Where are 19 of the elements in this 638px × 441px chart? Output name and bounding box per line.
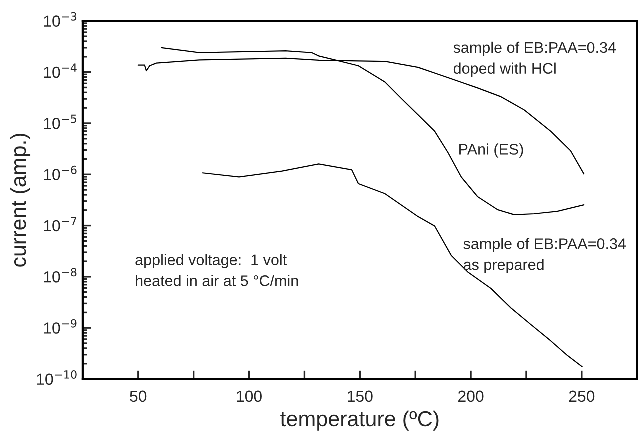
y-tick-label: 10$^{−4}$ (44, 64, 77, 78)
annotation: sample of EB:PAA=0.34 doped with HCl (454, 42, 616, 78)
x-tick-label: 150 (348, 390, 373, 402)
x-tick-label: 50 (130, 390, 147, 402)
x-tick-label: 100 (237, 390, 262, 402)
y-tick-label: 10$^{−10}$ (37, 370, 77, 386)
y-tick-label: 10$^{−8}$ (44, 268, 77, 283)
annotation: PAni (ES) (460, 144, 524, 158)
y-tick-label: 10$^{−6}$ (44, 166, 77, 180)
x-axis-title: temperature (ºC) (280, 410, 439, 431)
x-tick-label: 200 (458, 390, 484, 402)
y-axis-title: current (amp.) (10, 134, 31, 267)
y-tick-label: 10$^{−7}$ (44, 217, 77, 232)
annotation: sample of EB:PAA=0.34 as prepared (464, 238, 626, 274)
y-tick-label: 10$^{−9}$ (44, 319, 77, 334)
x-tick-label: 250 (569, 390, 595, 402)
annotation: applied voltage: 1 volt heated in air at 5 °C/min (136, 254, 298, 286)
y-tick-label: 10$^{−5}$ (44, 114, 77, 130)
y-tick-label: 10$^{−3}$ (44, 12, 77, 27)
